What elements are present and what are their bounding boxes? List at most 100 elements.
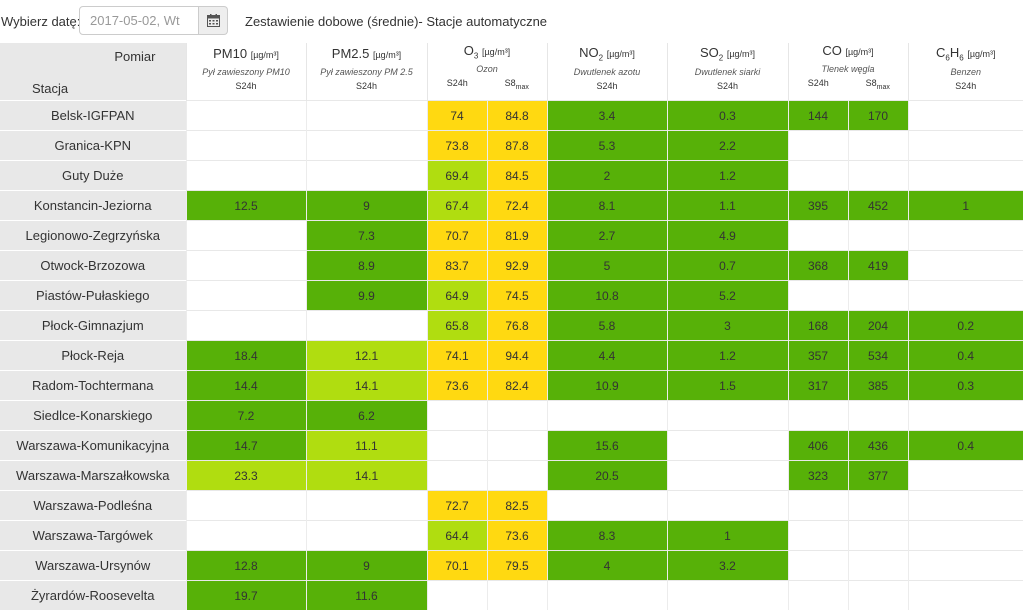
station-name[interactable]: Płock-Gimnazjum <box>0 311 186 341</box>
station-name[interactable]: Radom-Tochtermana <box>0 371 186 401</box>
station-name[interactable]: Warszawa-Marszałkowska <box>0 461 186 491</box>
station-name[interactable]: Warszawa-Targówek <box>0 521 186 551</box>
cell-so2: 1.5 <box>667 371 788 401</box>
pollutant-subscript: 2 <box>599 54 603 63</box>
header-c6h6: C6H6 [µg/m³] Benzen S24h <box>908 43 1023 101</box>
pollutant-desc: Benzen <box>909 66 1023 78</box>
pollutant-name: CO <box>822 43 842 58</box>
pollutant-name: PM10 <box>213 46 247 61</box>
cell-co-s8max <box>848 551 908 581</box>
date-input[interactable] <box>79 6 199 35</box>
cell-c6h6: 0.2 <box>908 311 1023 341</box>
cell-pm10: 14.7 <box>186 431 306 461</box>
cell-co-s8max <box>848 221 908 251</box>
pollutant-unit: [µg/m³] <box>727 49 755 59</box>
station-name[interactable]: Warszawa-Komunikacyjna <box>0 431 186 461</box>
cell-o3-s24h <box>427 401 487 431</box>
cell-pm25: 9.9 <box>306 281 427 311</box>
cell-no2: 5.3 <box>547 131 667 161</box>
station-name[interactable]: Siedlce-Konarskiego <box>0 401 186 431</box>
cell-o3-s24h: 74 <box>427 101 487 131</box>
cell-pm25: 8.9 <box>306 251 427 281</box>
cell-co-s24h <box>788 581 848 610</box>
cell-pm25: 6.2 <box>306 401 427 431</box>
cell-o3-s24h: 73.6 <box>427 371 487 401</box>
cell-c6h6 <box>908 551 1023 581</box>
cell-o3-s8max: 87.8 <box>487 131 547 161</box>
measure-label: S24h <box>428 77 488 94</box>
calendar-button[interactable] <box>199 6 228 35</box>
cell-co-s8max <box>848 281 908 311</box>
cell-o3-s24h: 83.7 <box>427 251 487 281</box>
station-name[interactable]: Legionowo-Zegrzyńska <box>0 221 186 251</box>
cell-so2 <box>667 491 788 521</box>
cell-c6h6: 0.3 <box>908 371 1023 401</box>
station-name[interactable]: Belsk-IGFPAN <box>0 101 186 131</box>
cell-co-s8max: 385 <box>848 371 908 401</box>
cell-c6h6 <box>908 161 1023 191</box>
station-name[interactable]: Żyrardów-Roosevelta <box>0 581 186 610</box>
station-name[interactable]: Konstancin-Jeziorna <box>0 191 186 221</box>
pollutant-name: PM2.5 <box>332 46 370 61</box>
cell-pm25: 14.1 <box>306 461 427 491</box>
station-name[interactable]: Warszawa-Podleśna <box>0 491 186 521</box>
cell-pm10 <box>186 101 306 131</box>
cell-pm10 <box>186 161 306 191</box>
cell-o3-s8max: 73.6 <box>487 521 547 551</box>
pollutant-desc: Dwutlenek siarki <box>668 66 788 78</box>
cell-pm10: 12.8 <box>186 551 306 581</box>
station-name[interactable]: Płock-Reja <box>0 341 186 371</box>
cell-pm10: 12.5 <box>186 191 306 221</box>
cell-pm10 <box>186 251 306 281</box>
station-name[interactable]: Warszawa-Ursynów <box>0 551 186 581</box>
station-name[interactable]: Otwock-Brzozowa <box>0 251 186 281</box>
cell-no2: 8.3 <box>547 521 667 551</box>
cell-so2: 4.9 <box>667 221 788 251</box>
cell-no2: 4.4 <box>547 341 667 371</box>
cell-no2 <box>547 401 667 431</box>
station-name[interactable]: Granica-KPN <box>0 131 186 161</box>
cell-pm10 <box>186 521 306 551</box>
cell-no2: 3.4 <box>547 101 667 131</box>
measure-label: S24h <box>596 80 617 92</box>
pollutant-subscript: 3 <box>474 51 478 60</box>
station-name[interactable]: Guty Duże <box>0 161 186 191</box>
cell-co-s24h: 144 <box>788 101 848 131</box>
cell-co-s24h <box>788 491 848 521</box>
pollutant-subscript: 2 <box>719 54 723 63</box>
cell-o3-s8max: 82.5 <box>487 491 547 521</box>
measure-label: S8max <box>487 77 547 94</box>
cell-pm25: 11.1 <box>306 431 427 461</box>
cell-so2: 3.2 <box>667 551 788 581</box>
cell-o3-s24h <box>427 461 487 491</box>
pollutant-unit: [µg/m³] <box>967 49 995 59</box>
cell-pm25 <box>306 161 427 191</box>
header-row: Pomiar Stacja PM10 [µg/m³] Pył zawieszon… <box>0 43 1023 101</box>
cell-co-s8max: 534 <box>848 341 908 371</box>
cell-no2: 20.5 <box>547 461 667 491</box>
pollutant-desc: Pył zawieszony PM 2.5 <box>307 66 427 78</box>
measure-label: S24h <box>356 80 377 92</box>
date-label: Wybierz datę: <box>1 14 80 29</box>
station-name[interactable]: Piastów-Pułaskiego <box>0 281 186 311</box>
cell-pm25 <box>306 101 427 131</box>
measure-label: S24h <box>955 80 976 92</box>
cell-o3-s24h: 64.4 <box>427 521 487 551</box>
cell-c6h6 <box>908 491 1023 521</box>
cell-co-s8max <box>848 521 908 551</box>
cell-so2 <box>667 431 788 461</box>
cell-o3-s8max: 82.4 <box>487 371 547 401</box>
cell-pm10: 19.7 <box>186 581 306 610</box>
cell-o3-s24h: 69.4 <box>427 161 487 191</box>
cell-c6h6 <box>908 521 1023 551</box>
measure-label: S24h <box>717 80 738 92</box>
cell-c6h6: 0.4 <box>908 431 1023 461</box>
